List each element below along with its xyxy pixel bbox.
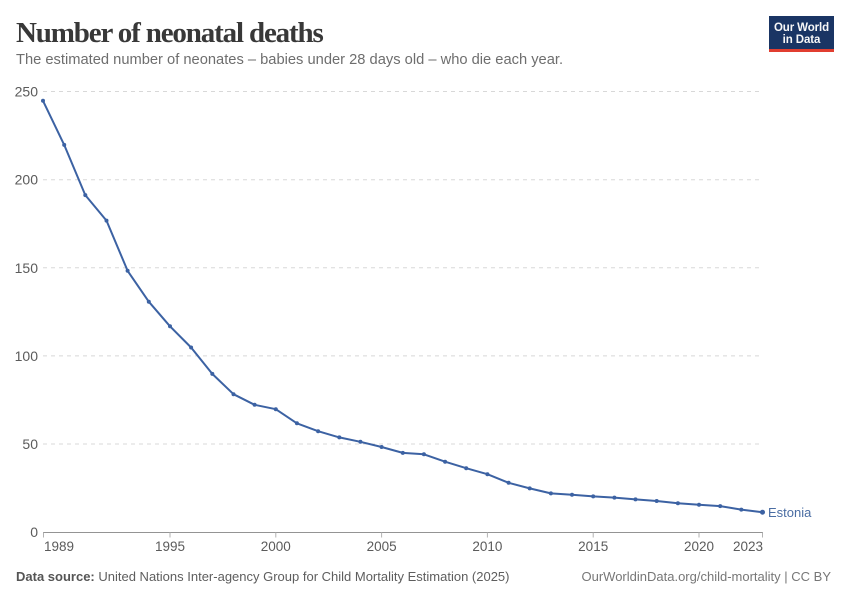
svg-text:0: 0 bbox=[30, 524, 38, 540]
svg-text:1995: 1995 bbox=[155, 539, 185, 554]
svg-text:200: 200 bbox=[15, 172, 39, 188]
svg-text:2010: 2010 bbox=[472, 539, 502, 554]
svg-text:50: 50 bbox=[22, 436, 38, 452]
svg-text:150: 150 bbox=[15, 260, 39, 276]
svg-text:Estonia: Estonia bbox=[768, 505, 812, 520]
svg-text:2005: 2005 bbox=[367, 539, 397, 554]
svg-text:2023: 2023 bbox=[733, 539, 763, 554]
svg-text:1989: 1989 bbox=[44, 539, 74, 554]
svg-text:100: 100 bbox=[15, 348, 39, 364]
svg-text:2020: 2020 bbox=[684, 539, 714, 554]
svg-text:2000: 2000 bbox=[261, 539, 291, 554]
svg-text:250: 250 bbox=[15, 84, 39, 100]
svg-text:2015: 2015 bbox=[578, 539, 608, 554]
